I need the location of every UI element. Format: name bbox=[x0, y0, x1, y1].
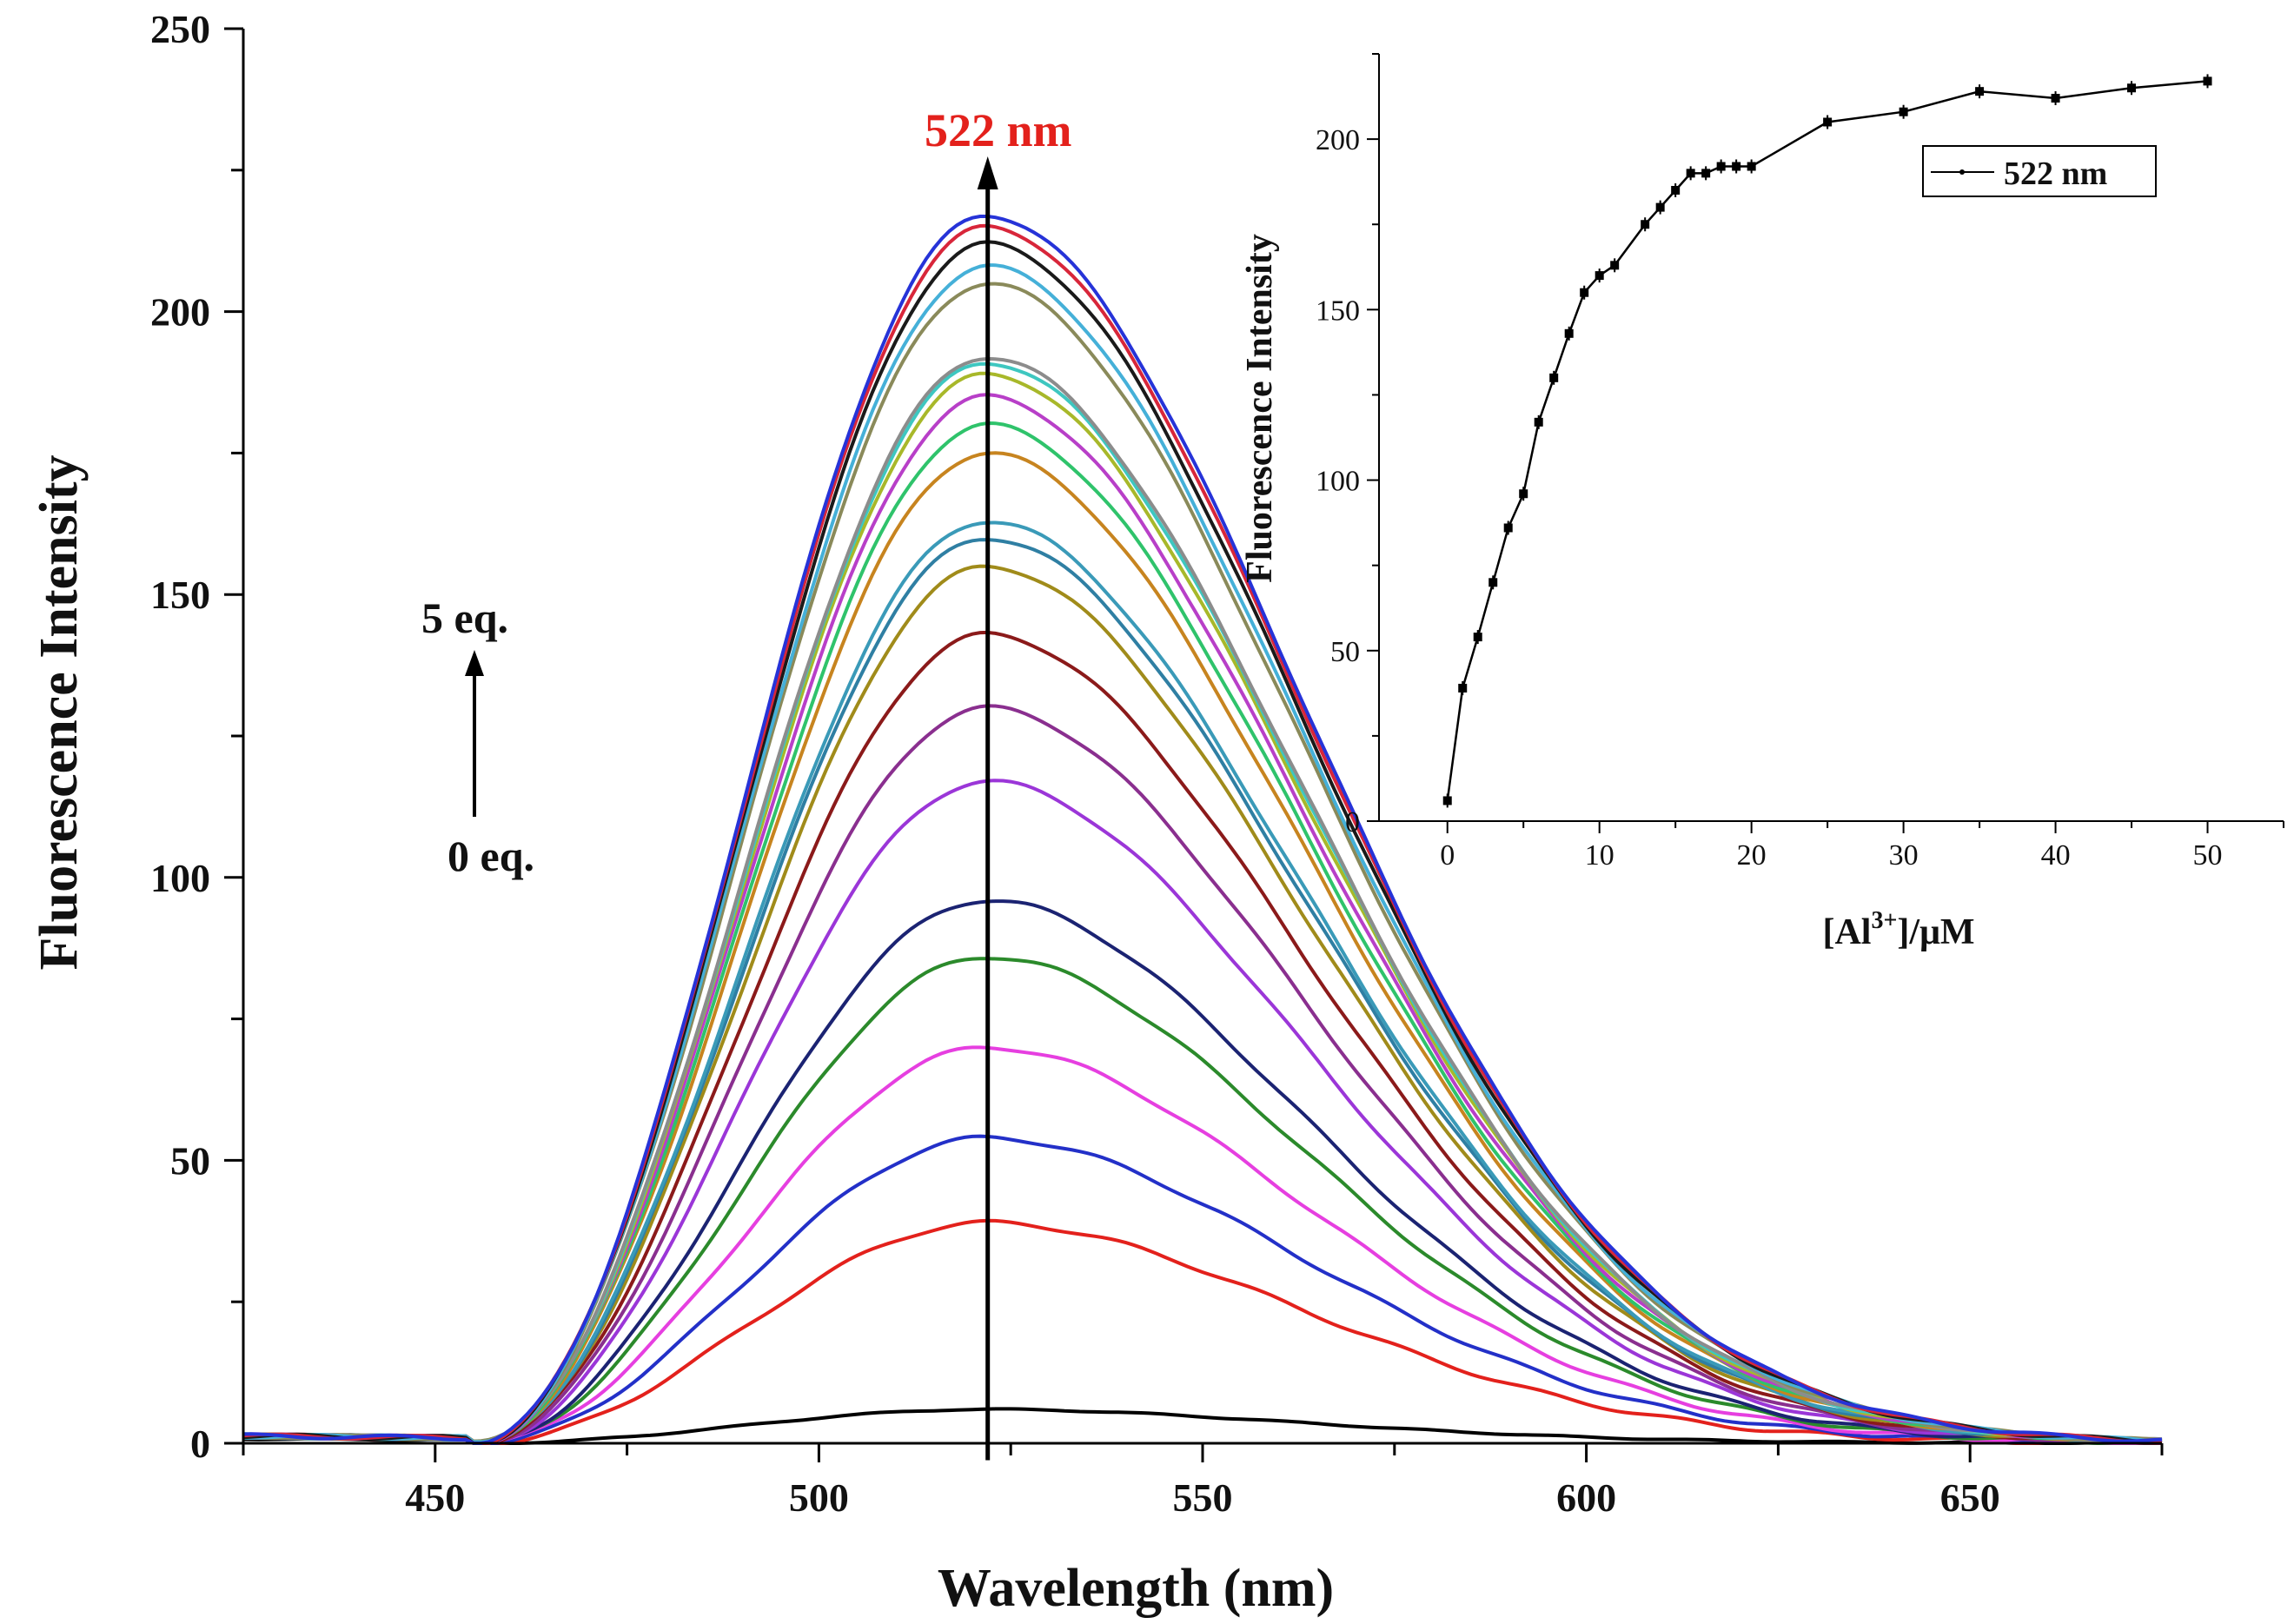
arrow-start-label: 0 eq. bbox=[448, 832, 534, 880]
inset-data-point bbox=[1732, 162, 1741, 171]
inset-y-tick-label: 100 bbox=[1316, 466, 1360, 498]
inset-data-point bbox=[1580, 288, 1589, 297]
inset-data-point bbox=[2203, 76, 2212, 86]
y-tick-label: 100 bbox=[150, 856, 210, 900]
inset-x-tick-label: 20 bbox=[1737, 839, 1767, 872]
inset-data-point bbox=[1473, 633, 1482, 642]
inset-x-tick-label: 30 bbox=[1889, 839, 1919, 872]
inset-data-point bbox=[1716, 162, 1726, 171]
inset-data-point bbox=[1488, 578, 1498, 587]
y-tick-label: 250 bbox=[150, 7, 210, 51]
inset-data-point bbox=[1641, 220, 1650, 229]
inset-plot: 0 10 20 30 40 50 0 50 100 150 200 Fluorescence In… bbox=[1240, 53, 2292, 952]
y-tick-label: 150 bbox=[150, 573, 210, 617]
inset-data-point bbox=[1655, 202, 1665, 212]
inset-data-point bbox=[2051, 94, 2060, 103]
main-curves bbox=[242, 215, 2163, 1446]
y-tick-label: 200 bbox=[150, 290, 210, 335]
inset-y-axis-title: Fluorescence Intensity bbox=[1240, 234, 1280, 583]
spectrum-series-line bbox=[242, 899, 2163, 1445]
inset-x-tick-label: 10 bbox=[1585, 839, 1614, 872]
inset-data-point bbox=[1519, 489, 1528, 499]
inset-y-tick-label: 150 bbox=[1316, 295, 1360, 327]
spectrum-series-line bbox=[242, 1134, 2162, 1445]
equivalent-arrow-head bbox=[465, 650, 484, 676]
inset-y-tick-label: 200 bbox=[1316, 124, 1360, 156]
inset-data-point bbox=[1564, 328, 1574, 338]
inset-data-point bbox=[2127, 83, 2137, 93]
inset-data-point bbox=[1975, 87, 1985, 96]
inset-data-point bbox=[1823, 117, 1833, 127]
x-tick-label: 550 bbox=[1173, 1475, 1233, 1520]
x-tick-label: 600 bbox=[1556, 1475, 1616, 1520]
inset-y-tick-label: 50 bbox=[1330, 636, 1360, 668]
inset-x-tick-label: 40 bbox=[2041, 839, 2071, 872]
spectrum-series-line bbox=[242, 1045, 2163, 1445]
inset-data-point bbox=[1549, 373, 1559, 382]
x-tick-label: 650 bbox=[1940, 1475, 2000, 1520]
peak-label: 522 nm bbox=[925, 104, 1072, 156]
spectrum-series-line bbox=[242, 215, 2163, 1445]
arrow-end-label: 5 eq. bbox=[421, 593, 508, 642]
inset-data-point bbox=[1899, 107, 1908, 116]
inset-data-point bbox=[1747, 162, 1756, 171]
inset-legend: 522 nm bbox=[1922, 145, 2157, 197]
main-y-ticks: 0 50 100 150 200 250 bbox=[150, 7, 243, 1466]
inset-x-ticks: 0 10 20 30 40 50 bbox=[1440, 821, 2284, 872]
inset-data-point bbox=[1534, 417, 1543, 427]
inset-y-ticks: 0 50 100 150 200 bbox=[1316, 53, 1379, 839]
inset-legend-marker bbox=[1959, 169, 1965, 175]
spectrum-series-line bbox=[242, 1407, 2162, 1445]
inset-x-tick-label: 0 bbox=[1440, 839, 1455, 872]
inset-series bbox=[1442, 74, 2212, 808]
x-tick-label: 500 bbox=[789, 1475, 849, 1520]
x-tick-label: 450 bbox=[405, 1475, 465, 1520]
spectrum-series-line bbox=[242, 520, 2163, 1444]
spectrum-series-line bbox=[242, 957, 2163, 1446]
spectrum-series-line bbox=[242, 779, 2163, 1445]
inset-axes bbox=[1378, 54, 2284, 822]
inset-data-point bbox=[1671, 185, 1681, 195]
inset-x-tick-label: 50 bbox=[2193, 839, 2223, 872]
inset-y-tick-label: 0 bbox=[1345, 806, 1360, 839]
y-axis-title: Fluorescence Intensity bbox=[30, 455, 89, 971]
inset-data-point bbox=[1595, 271, 1604, 281]
peak-arrow-head bbox=[977, 156, 998, 189]
y-tick-label: 50 bbox=[170, 1138, 210, 1183]
inset-x-axis-title: [Al3+]/μM bbox=[1822, 907, 1974, 952]
main-x-ticks: 450 500 550 600 650 bbox=[242, 1443, 2164, 1520]
inset-data-point bbox=[1610, 261, 1620, 270]
inset-data-point bbox=[1442, 796, 1452, 805]
inset-data-point bbox=[1458, 683, 1468, 693]
y-tick-label: 0 bbox=[190, 1422, 210, 1466]
inset-data-point bbox=[1686, 169, 1695, 178]
inset-data-point bbox=[1701, 169, 1711, 178]
spectrum-series-line bbox=[242, 356, 2163, 1445]
inset-legend-label: 522 nm bbox=[2004, 156, 2107, 192]
inset-series-line bbox=[1446, 80, 2208, 801]
x-axis-title: Wavelength (nm) bbox=[938, 1559, 1334, 1618]
inset-data-point bbox=[1503, 523, 1513, 533]
